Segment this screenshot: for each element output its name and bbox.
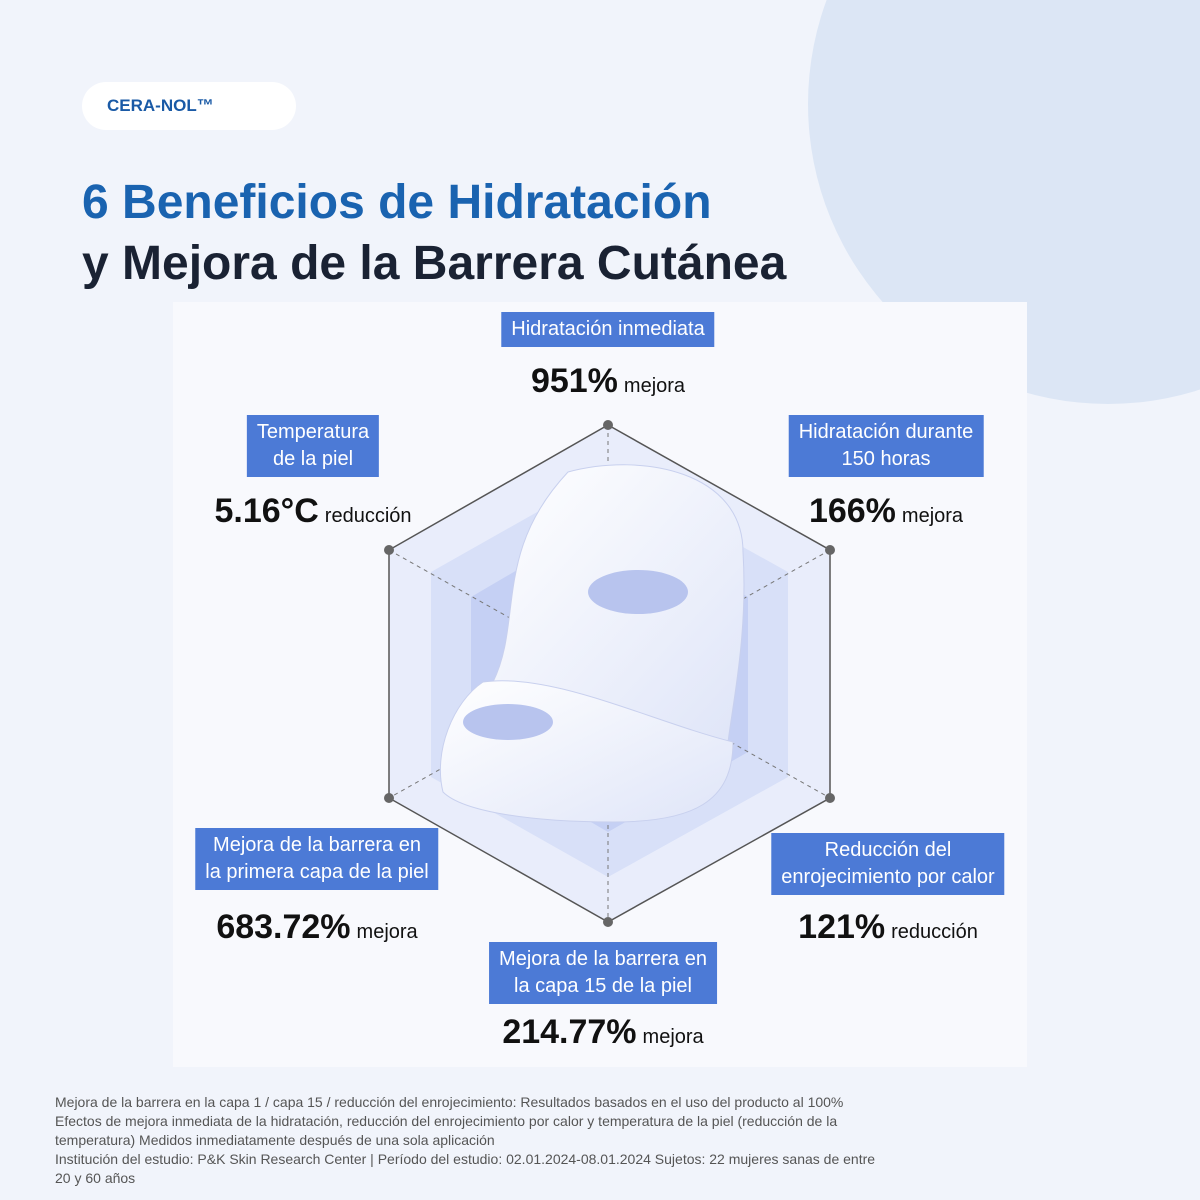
benefit-value: 121% reducción [798, 908, 978, 947]
value-unit: mejora [642, 1026, 704, 1048]
value-unit: mejora [356, 921, 418, 943]
footnote-line: Institución del estudio: P&K Skin Resear… [55, 1151, 876, 1167]
label-line: Hidratación durante [798, 421, 974, 443]
footnote-line: Mejora de la barrera en la capa 1 / capa… [55, 1094, 844, 1110]
value-unit: reducción [891, 921, 978, 943]
title-line1: 6 Beneficios de Hidratación [82, 176, 712, 229]
value-unit: reducción [324, 505, 412, 527]
value-unit: mejora [623, 375, 686, 397]
benefit-value: 5.16°C reducción [214, 492, 411, 531]
value-number: 951% [530, 362, 618, 400]
benefit-value: 214.77% mejora [502, 1013, 703, 1052]
benefit-label: Mejora de la barrera en la capa 15 de la … [489, 942, 717, 1004]
value-number: 5.16°C [214, 492, 319, 530]
benefit-label: Mejora de la barrera en la primera capa d… [195, 828, 439, 890]
badge: CERA-NOL™ [82, 82, 296, 130]
label-line: Reducción del [824, 839, 952, 861]
footnote-line: 20 y 60 años [55, 1170, 136, 1186]
value-number: 166% [808, 492, 896, 530]
label-line: Mejora de la barrera en [499, 948, 707, 970]
title-line2: y Mejora de la Barrera Cutánea [82, 237, 787, 290]
label-line: Mejora de la barrera en [213, 834, 421, 856]
value-number: 683.72% [216, 908, 351, 946]
label-line: 150 horas [841, 448, 931, 470]
footnote-line: temperatura) Medidos inmediatamente desp… [55, 1132, 495, 1148]
label-line: Temperatura [256, 421, 370, 443]
benefit-value: 166% mejora [809, 492, 963, 531]
hexagon-graphic [384, 420, 835, 927]
label-line: la capa 15 de la piel [514, 975, 692, 997]
benefit-value: 683.72% mejora [216, 908, 417, 947]
label-line: Hidratación inmediata [511, 318, 705, 340]
benefit-value: 951% mejora [531, 362, 685, 401]
label-line: enrojecimiento por calor [781, 866, 995, 888]
benefit-label: Temperatura de la piel [246, 415, 380, 477]
footnotes: Mejora de la barrera en la capa 1 / capa… [55, 1093, 875, 1188]
benefit-label: Reducción del enrojecimiento por calor [771, 833, 1005, 895]
footnote-line: Efectos de mejora inmediata de la hidrat… [55, 1113, 838, 1129]
badge-text: CERA-NOL™ [107, 96, 214, 115]
label-line: la primera capa de la piel [205, 861, 429, 883]
value-number: 214.77% [502, 1013, 637, 1051]
benefit-label: Hidratación durante 150 horas [788, 415, 984, 477]
value-number: 121% [798, 908, 886, 946]
value-unit: mejora [901, 505, 964, 527]
label-line: de la piel [272, 448, 354, 470]
benefit-label: Hidratación inmediata [501, 312, 715, 347]
